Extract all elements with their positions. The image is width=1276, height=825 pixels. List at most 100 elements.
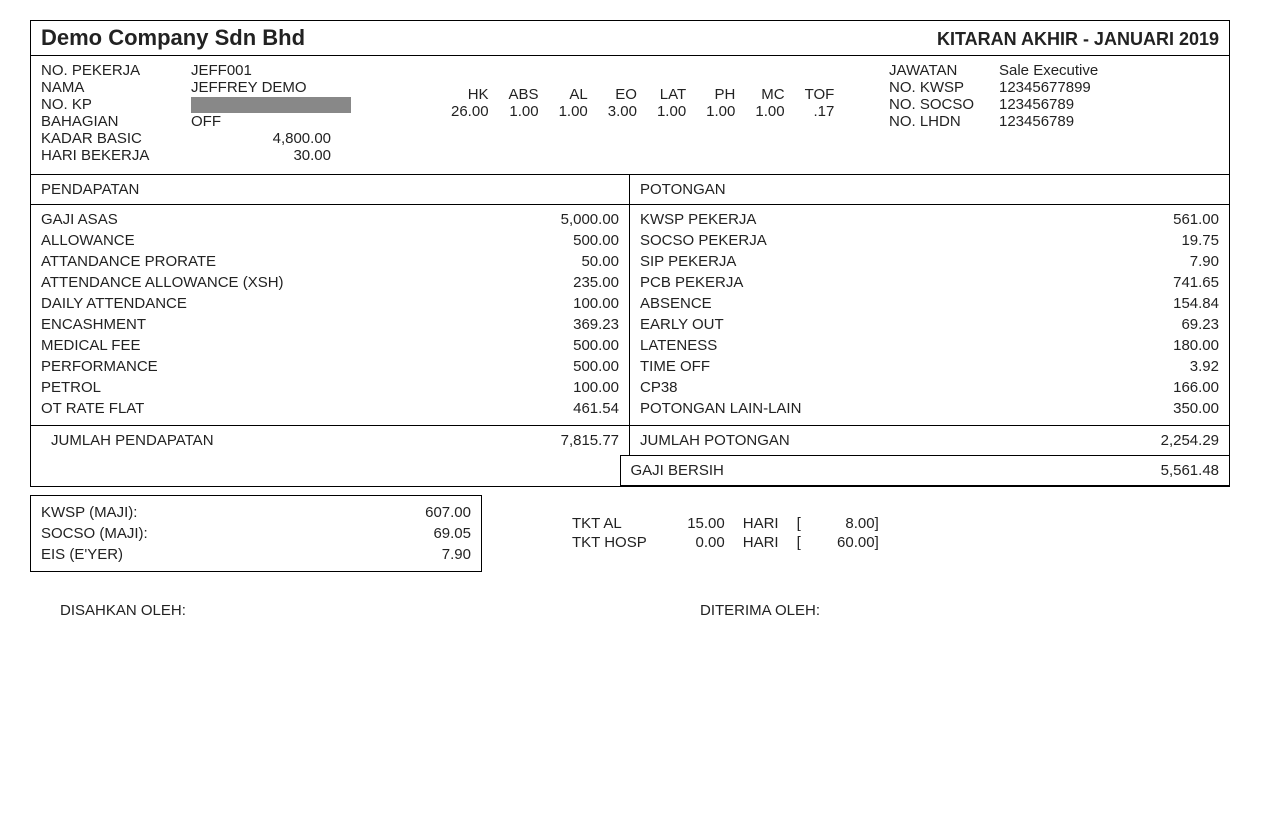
value-no-socso: 123456789 xyxy=(999,96,1074,113)
attendance-header: EO xyxy=(598,86,647,103)
employer-row: KWSP (MAJI):607.00 xyxy=(41,502,471,523)
deduction-item-value: 166.00 xyxy=(1119,379,1219,396)
leave-balance: 8.00] xyxy=(811,515,887,532)
attendance-value: 3.00 xyxy=(598,103,647,120)
deduction-item-value: 741.65 xyxy=(1119,274,1219,291)
company-name: Demo Company Sdn Bhd xyxy=(41,25,305,51)
leave-days: 15.00 xyxy=(657,515,733,532)
sections: PENDAPATAN GAJI ASAS 5,000.00 ALLOWANCE500… xyxy=(31,175,1229,426)
label-bahagian: BAHAGIAN xyxy=(41,113,191,130)
net-label: GAJI BERSIH xyxy=(631,462,724,479)
deduction-item-label: TIME OFF xyxy=(640,358,710,375)
sign-right: DITERIMA OLEH: xyxy=(620,602,1260,619)
attendance-value: .17 xyxy=(795,103,845,120)
employer-label: SOCSO (MAJI): xyxy=(41,525,148,542)
income-item-value: 500.00 xyxy=(519,232,619,249)
income-item-row: MEDICAL FEE500.00 xyxy=(41,335,619,356)
deduction-item-value: 154.84 xyxy=(1119,295,1219,312)
label-no-kp: NO. KP xyxy=(41,96,191,113)
label-no-lhdn: NO. LHDN xyxy=(889,113,999,130)
income-item-label: ENCASHMENT xyxy=(41,316,146,333)
net-value: 5,561.48 xyxy=(1161,462,1219,479)
income-item-row: OT RATE FLAT461.54 xyxy=(41,398,619,419)
deduction-item-label: SIP PEKERJA xyxy=(640,253,736,270)
income-item-row: GAJI ASAS 5,000.00 xyxy=(41,209,619,230)
deductions-section: POTONGAN KWSP PEKERJA 561.00 SOCSO PEKERJA… xyxy=(630,175,1229,425)
value-no-lhdn: 123456789 xyxy=(999,113,1074,130)
label-kadar-basic: KADAR BASIC xyxy=(41,130,191,147)
employer-row: EIS (E'YER)7.90 xyxy=(41,544,471,565)
attendance-header: ABS xyxy=(499,86,549,103)
leave-balance: 60.00] xyxy=(811,534,887,551)
income-item-value: 100.00 xyxy=(519,379,619,396)
sign-left: DISAHKAN OLEH: xyxy=(60,602,620,619)
income-item-value: 50.00 xyxy=(519,253,619,270)
deduction-item-label: SOCSO PEKERJA xyxy=(640,232,767,249)
deduction-item-label: POTONGAN LAIN-LAIN xyxy=(640,400,801,417)
income-item-row: PETROL100.00 xyxy=(41,377,619,398)
deduction-items: KWSP PEKERJA 561.00 SOCSO PEKERJA19.75 SIP … xyxy=(630,205,1229,425)
attendance-header: AL xyxy=(549,86,598,103)
attendance-value: 1.00 xyxy=(647,103,696,120)
header-row: Demo Company Sdn Bhd KITARAN AKHIR - JAN… xyxy=(31,21,1229,56)
income-item-value: 461.54 xyxy=(519,400,619,417)
income-item-label: GAJI ASAS xyxy=(41,211,118,228)
deduction-item-label: KWSP PEKERJA xyxy=(640,211,756,228)
info-right: JAWATANSale Executive NO. KWSP1234567789… xyxy=(889,62,1219,164)
info-left: NO. PEKERJAJEFF001 NAMAJEFFREY DEMO NO. … xyxy=(41,62,411,164)
deduction-item-label: PCB PEKERJA xyxy=(640,274,743,291)
deduction-item-row: ABSENCE 154.84 xyxy=(640,293,1219,314)
leave-label: TKT HOSP xyxy=(564,534,655,551)
attendance-value: 1.00 xyxy=(549,103,598,120)
income-item-label: ATTENDANCE ALLOWANCE (XSH) xyxy=(41,274,284,291)
net-left-blank xyxy=(31,455,620,486)
deduction-item-value: 180.00 xyxy=(1119,337,1219,354)
label-no-pekerja: NO. PEKERJA xyxy=(41,62,191,79)
employer-value: 7.90 xyxy=(391,546,471,563)
deduction-item-row: KWSP PEKERJA 561.00 xyxy=(640,209,1219,230)
deduction-item-value: 350.00 xyxy=(1119,400,1219,417)
value-jawatan: Sale Executive xyxy=(999,62,1098,79)
deduction-item-row: SOCSO PEKERJA19.75 xyxy=(640,230,1219,251)
leave-unit: HARI xyxy=(735,534,787,551)
deductions-title: POTONGAN xyxy=(630,175,1229,205)
employer-value: 607.00 xyxy=(391,504,471,521)
signature-row: DISAHKAN OLEH: DITERIMA OLEH: xyxy=(30,572,1276,639)
leave-unit: HARI xyxy=(735,515,787,532)
income-item-value: 500.00 xyxy=(519,337,619,354)
income-item-value: 500.00 xyxy=(519,358,619,375)
leave-row: TKT AL15.00HARI[8.00] xyxy=(564,515,887,532)
income-item-label: PERFORMANCE xyxy=(41,358,158,375)
totals-row: JUMLAH PENDAPATAN 7,815.77 JUMLAH POTONG… xyxy=(31,426,1229,455)
footer-row: KWSP (MAJI):607.00SOCSO (MAJI):69.05EIS … xyxy=(30,487,1230,572)
attendance-header: HK xyxy=(441,86,499,103)
income-item-value: 5,000.00 xyxy=(519,211,619,228)
income-item-value: 100.00 xyxy=(519,295,619,312)
label-no-socso: NO. SOCSO xyxy=(889,96,999,113)
attendance-header: LAT xyxy=(647,86,696,103)
deduction-item-label: ABSENCE xyxy=(640,295,712,312)
deduction-item-value: 69.23 xyxy=(1119,316,1219,333)
info-mid: HKABSALEOLATPHMCTOF26.001.001.003.001.00… xyxy=(411,62,889,164)
income-item-value: 369.23 xyxy=(519,316,619,333)
income-total-value: 7,815.77 xyxy=(561,432,619,449)
deduction-item-row: PCB PEKERJA 741.65 xyxy=(640,272,1219,293)
attendance-header: PH xyxy=(696,86,745,103)
income-item-row: ALLOWANCE500.00 xyxy=(41,230,619,251)
deduction-item-row: CP38166.00 xyxy=(640,377,1219,398)
income-item-label: DAILY ATTENDANCE xyxy=(41,295,187,312)
attendance-value: 1.00 xyxy=(745,103,794,120)
income-title: PENDAPATAN xyxy=(31,175,629,205)
income-total: JUMLAH PENDAPATAN 7,815.77 xyxy=(31,426,630,455)
pay-period: KITARAN AKHIR - JANUARI 2019 xyxy=(937,25,1219,51)
net-pay: GAJI BERSIH 5,561.48 xyxy=(620,455,1230,486)
deduction-item-label: LATENESS xyxy=(640,337,717,354)
leave-row: TKT HOSP0.00HARI[60.00] xyxy=(564,534,887,551)
deduction-item-value: 561.00 xyxy=(1119,211,1219,228)
leave-label: TKT AL xyxy=(564,515,655,532)
value-no-pekerja: JEFF001 xyxy=(191,62,252,79)
income-item-row: ATTANDANCE PRORATE50.00 xyxy=(41,251,619,272)
info-block: NO. PEKERJAJEFF001 NAMAJEFFREY DEMO NO. … xyxy=(31,56,1229,175)
leave-bracket: [ xyxy=(789,534,809,551)
income-total-label: JUMLAH PENDAPATAN xyxy=(41,432,214,449)
